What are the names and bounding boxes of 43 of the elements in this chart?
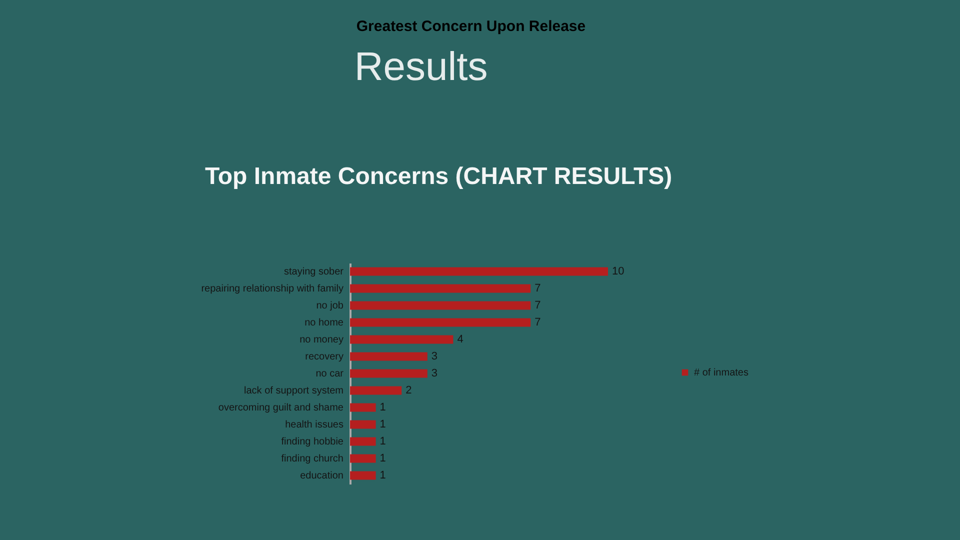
bar bbox=[350, 352, 428, 361]
y-tick-label: no money bbox=[300, 334, 344, 346]
data-label: 1 bbox=[380, 436, 386, 448]
bar bbox=[350, 454, 376, 463]
text: Top Inmate Concerns (CHART RESULTS) bbox=[205, 163, 672, 190]
bar bbox=[350, 403, 376, 412]
y-tick-label: no car bbox=[316, 368, 344, 380]
data-label: 2 bbox=[406, 384, 412, 396]
bar bbox=[350, 318, 531, 327]
chart-title: Greatest Concern Upon Release bbox=[356, 18, 586, 35]
y-tick-label: education bbox=[300, 470, 344, 482]
data-label: 10 bbox=[612, 266, 624, 278]
y-tick-label: lack of support system bbox=[244, 386, 344, 396]
data-label: 1 bbox=[380, 470, 386, 482]
y-tick-label: finding church bbox=[281, 454, 344, 464]
bar bbox=[350, 369, 428, 378]
y-tick-label: finding hobbie bbox=[281, 436, 344, 448]
data-label: 3 bbox=[431, 350, 438, 362]
bar bbox=[350, 301, 531, 310]
data-label: 4 bbox=[457, 334, 464, 346]
data-label: 3 bbox=[431, 368, 438, 380]
y-tick-label: no home bbox=[304, 318, 344, 328]
data-label: 1 bbox=[380, 402, 386, 414]
bar bbox=[350, 267, 608, 276]
bar bbox=[350, 386, 402, 395]
text: Results bbox=[354, 45, 488, 89]
y-tick-label: recovery bbox=[305, 352, 344, 362]
data-label: 7 bbox=[534, 300, 541, 312]
bar bbox=[350, 335, 454, 344]
data-label: 1 bbox=[380, 418, 386, 430]
y-tick-label: health issues bbox=[285, 420, 344, 430]
data-label: 7 bbox=[534, 316, 541, 328]
y-tick-label: overcoming guilt and shame bbox=[218, 402, 344, 414]
bar bbox=[350, 437, 376, 446]
bar bbox=[350, 284, 531, 293]
legend-label: # of inmates bbox=[694, 368, 748, 378]
data-label: 7 bbox=[534, 282, 541, 294]
bar bbox=[350, 420, 376, 429]
bar bbox=[350, 471, 376, 480]
y-tick-label: no job bbox=[316, 300, 344, 312]
y-tick-label: staying sober bbox=[284, 266, 344, 278]
data-label: 1 bbox=[380, 452, 386, 464]
y-tick-label: repairing relationship with family bbox=[201, 284, 344, 294]
